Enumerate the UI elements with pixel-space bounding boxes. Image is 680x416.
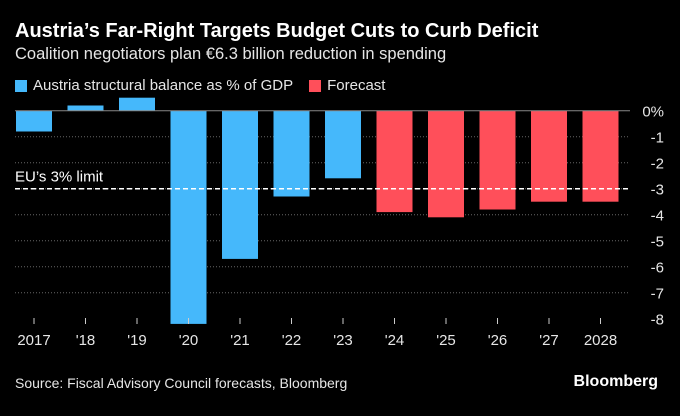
y-tick-label: -6 xyxy=(651,260,664,277)
x-tick-label: 2017 xyxy=(17,332,50,349)
eu-limit-label: EU’s 3% limit xyxy=(15,169,104,186)
legend-swatch-forecast xyxy=(309,79,322,92)
y-tick-label: -2 xyxy=(651,156,664,173)
bar-2028 xyxy=(582,110,619,202)
legend-item-actual: Austria structural balance as % of GDP xyxy=(15,77,293,94)
bloomberg-logo: Bloomberg xyxy=(573,373,658,390)
source-note: Source: Fiscal Advisory Council forecast… xyxy=(15,375,348,391)
bar-2017 xyxy=(16,110,52,132)
bar-'20 xyxy=(170,110,207,324)
bar-'21 xyxy=(222,110,258,259)
chart-title: Austria’s Far-Right Targets Budget Cuts … xyxy=(15,20,539,42)
x-tick-label: '23 xyxy=(333,332,353,349)
y-tick-label: -8 xyxy=(651,312,664,329)
x-tick-label: '21 xyxy=(230,332,250,349)
y-tick-label: -5 xyxy=(651,234,664,251)
y-tick-label: -3 xyxy=(651,182,664,199)
legend: Austria structural balance as % of GDP F… xyxy=(15,77,401,94)
bar-'26 xyxy=(479,110,516,210)
bar-'22 xyxy=(273,110,310,197)
y-tick-label: -7 xyxy=(651,286,664,303)
y-tick-label: 0% xyxy=(642,104,664,121)
bar-'25 xyxy=(428,110,464,218)
legend-item-forecast: Forecast xyxy=(309,77,385,94)
x-tick-label: '18 xyxy=(76,332,96,349)
legend-label-forecast: Forecast xyxy=(327,77,386,94)
x-tick-label: 2028 xyxy=(584,332,617,349)
y-tick-label: -1 xyxy=(651,130,664,147)
x-tick-label: '24 xyxy=(385,332,405,349)
x-tick-label: '27 xyxy=(539,332,559,349)
x-tick-label: '26 xyxy=(488,332,508,349)
legend-swatch-actual xyxy=(15,79,27,92)
x-tick-label: '19 xyxy=(127,332,147,349)
x-tick-label: '20 xyxy=(179,332,199,349)
x-tick-label: '25 xyxy=(436,332,456,349)
y-tick-label: -4 xyxy=(651,208,664,225)
bar-'23 xyxy=(325,110,361,179)
legend-label-actual: Austria structural balance as % of GDP xyxy=(33,77,294,94)
x-tick-label: '22 xyxy=(282,332,302,349)
bar-'19 xyxy=(119,97,155,111)
bar-'24 xyxy=(376,110,413,213)
bar-'27 xyxy=(531,110,567,202)
chart-subtitle: Coalition negotiators plan €6.3 billion … xyxy=(15,45,447,63)
bar-'18 xyxy=(67,105,104,111)
